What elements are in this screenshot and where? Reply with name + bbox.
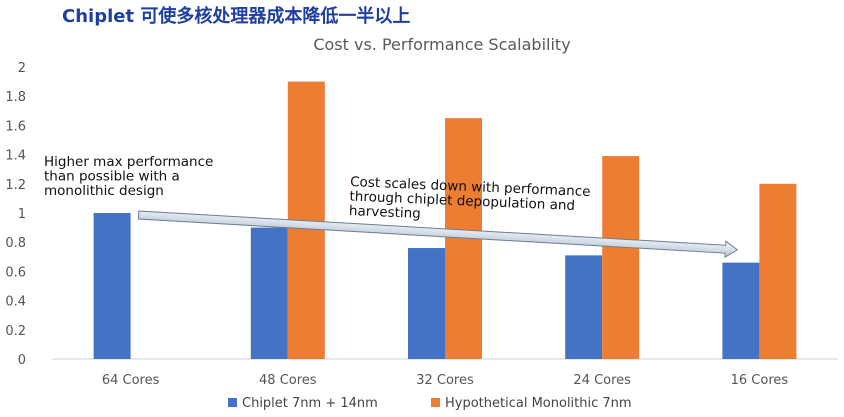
bar-chiplet <box>565 255 603 359</box>
legend-label: Chiplet 7nm + 14nm <box>242 396 378 411</box>
annotation-line: monolithic design <box>44 183 164 199</box>
x-tick-label: 48 Cores <box>259 373 317 388</box>
trend-arrow-shape <box>137 210 739 259</box>
y-tick-label: 1.4 <box>5 149 26 164</box>
x-tick-label: 24 Cores <box>573 373 631 388</box>
y-axis: 0 0.2 0.4 0.6 0.8 1 1.2 1.4 1.6 1.8 2 <box>5 61 26 368</box>
trend-arrow <box>137 210 739 259</box>
bar-monolithic <box>759 183 797 359</box>
annotation-line: Higher max performance <box>44 154 213 170</box>
legend: Chiplet 7nm + 14nm Hypothetical Monolithi… <box>228 396 632 411</box>
bar-chiplet <box>250 227 288 359</box>
annotation-text: Higher max performance than possible with… <box>44 154 213 199</box>
legend-label: Hypothetical Monolithic 7nm <box>445 396 632 411</box>
annotation-line: harvesting <box>349 203 421 222</box>
trend-arrow-layer <box>137 210 739 259</box>
bar-chiplet <box>93 213 131 359</box>
y-tick-label: 0.4 <box>5 295 26 310</box>
y-tick-label: 1.6 <box>5 119 26 134</box>
annotation-line: than possible with a <box>44 169 180 185</box>
y-tick-label: 1 <box>18 207 26 222</box>
y-tick-label: 2 <box>18 61 26 76</box>
y-tick-label: 1.8 <box>5 90 26 105</box>
x-axis: 64 Cores 48 Cores 32 Cores 24 Cores 16 Cores <box>102 373 789 388</box>
bar-monolithic <box>602 156 640 359</box>
y-tick-label: 1.2 <box>5 178 26 193</box>
chart-title: Cost vs. Performance Scalability <box>313 35 570 54</box>
bar-chiplet <box>722 262 760 359</box>
x-tick-label: 16 Cores <box>731 373 789 388</box>
legend-swatch <box>431 398 440 407</box>
headline: Chiplet 可使多核处理器成本降低一半以上 <box>62 6 411 27</box>
legend-swatch <box>228 398 237 407</box>
x-tick-label: 32 Cores <box>416 373 474 388</box>
y-tick-label: 0.2 <box>5 324 26 339</box>
x-tick-label: 64 Cores <box>102 373 160 388</box>
y-tick-label: 0 <box>18 353 26 368</box>
bar-chiplet <box>408 248 445 359</box>
y-tick-label: 0.8 <box>5 236 26 251</box>
y-tick-label: 0.6 <box>5 265 26 280</box>
